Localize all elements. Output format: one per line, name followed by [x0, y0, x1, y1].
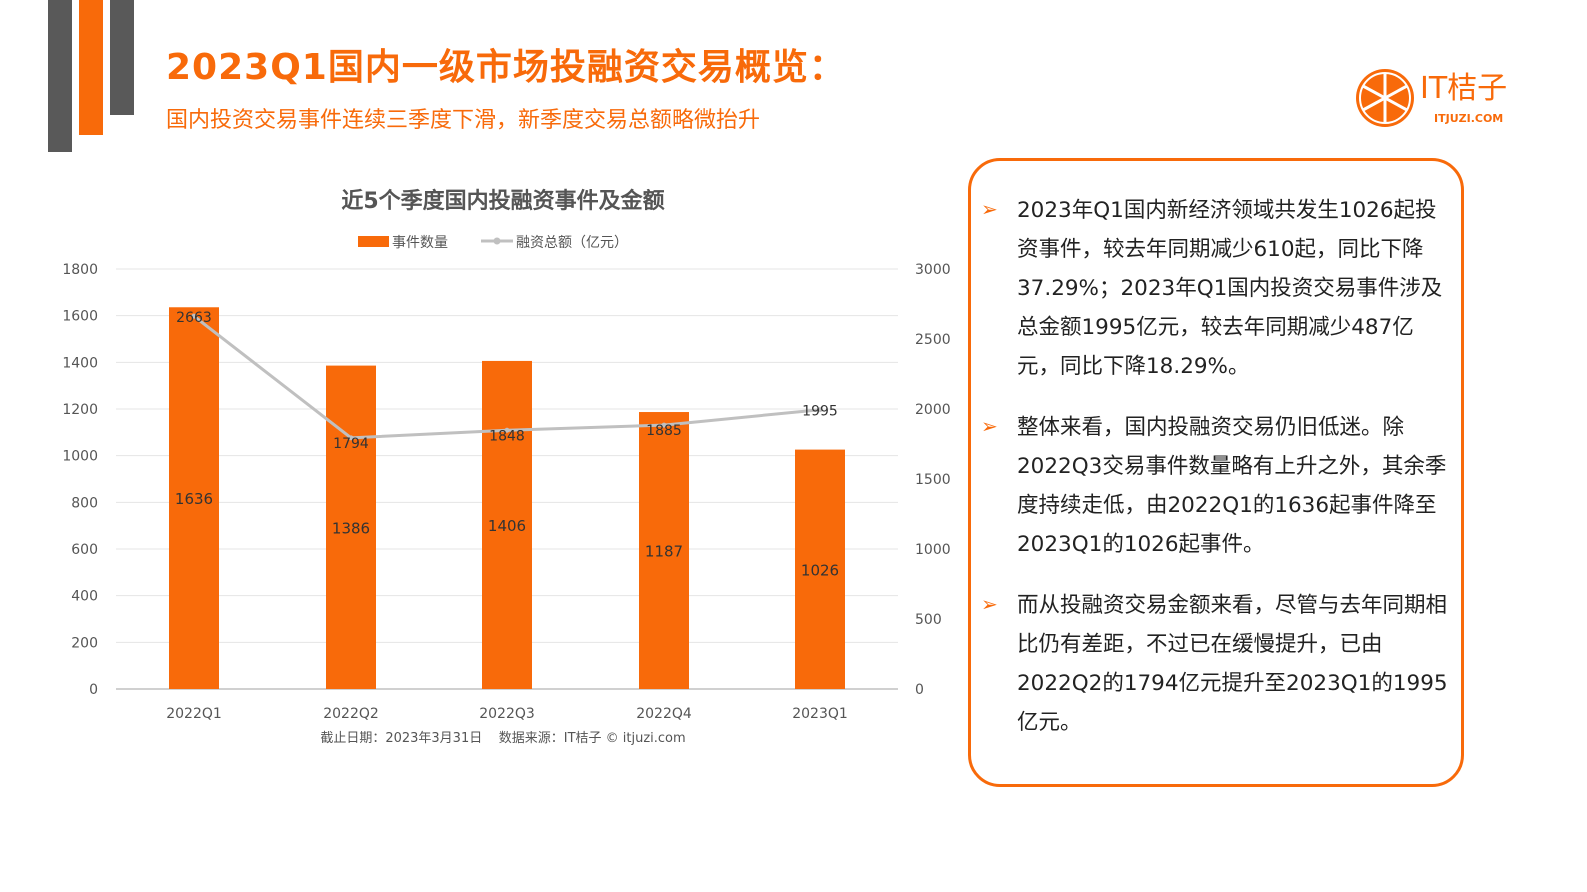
summary-item-2: ➢ 整体来看，国内投融资交易仍旧低迷。除2022Q3交易事件数量略有上升之外，其… — [981, 408, 1455, 564]
arrow-bullet-icon: ➢ — [981, 414, 998, 438]
x-axis-tick: 2022Q1 — [166, 706, 222, 722]
line-data-label: 1794 — [333, 436, 369, 452]
itjuzi-logo: IT桔子 ITJUZI.COM — [1354, 62, 1544, 136]
left-axis-tick: 1600 — [62, 309, 98, 325]
bar — [639, 412, 689, 689]
bar — [795, 449, 845, 689]
logo-domain: ITJUZI.COM — [1434, 112, 1504, 125]
line-data-label: 1848 — [489, 428, 525, 444]
bar-data-label: 1386 — [332, 519, 370, 537]
x-axis-tick: 2022Q2 — [323, 706, 379, 722]
line-point — [661, 422, 667, 428]
legend-bar-label: 事件数量 — [392, 235, 448, 251]
right-axis-tick: 1000 — [915, 542, 951, 558]
summary-paragraph-3: 而从投融资交易金额来看，尽管与去年同期相比仍有差距，不过已在缓慢提升，已由202… — [1017, 593, 1448, 735]
left-axis-tick: 1000 — [62, 449, 98, 465]
right-axis-tick: 0 — [915, 682, 924, 698]
deco-bar-orange — [79, 0, 103, 135]
page-subtitle: 国内投资交易事件连续三季度下滑，新季度交易总额略微抬升 — [166, 108, 761, 133]
right-axis-tick: 2000 — [915, 402, 951, 418]
legend-line-label: 融资总额（亿元） — [516, 235, 628, 251]
left-axis-tick: 1200 — [62, 402, 98, 418]
summary-item-1: ➢ 2023年Q1国内新经济领域共发生1026起投资事件，较去年同期减少610起… — [981, 191, 1455, 386]
x-axis-tick: 2022Q3 — [479, 706, 535, 722]
chart-footnote: 截止日期：2023年3月31日 数据来源：IT桔子 © itjuzi.com — [320, 731, 685, 746]
bar — [482, 360, 532, 689]
deco-bar-gray-right — [110, 0, 134, 115]
left-axis-tick: 1800 — [62, 262, 98, 278]
right-axis-tick: 2500 — [915, 332, 951, 348]
deco-bar-gray-left — [48, 0, 72, 152]
left-axis-tick: 0 — [89, 682, 98, 698]
right-axis-tick: 500 — [915, 612, 942, 628]
bar-data-label: 1406 — [488, 517, 526, 535]
arrow-bullet-icon: ➢ — [981, 592, 998, 616]
legend-bar-swatch — [358, 236, 389, 247]
left-axis-tick: 600 — [71, 542, 98, 558]
page-title: 2023Q1国内一级市场投融资交易概览： — [166, 47, 846, 88]
left-axis-tick: 400 — [71, 589, 98, 605]
summary-paragraph-1: 2023年Q1国内新经济领域共发生1026起投资事件，较去年同期减少610起，同… — [1017, 198, 1443, 379]
summary-panel: ➢ 2023年Q1国内新经济领域共发生1026起投资事件，较去年同期减少610起… — [968, 158, 1464, 787]
bar-data-label: 1187 — [645, 543, 683, 561]
line-data-label: 1995 — [802, 404, 838, 420]
x-axis-tick: 2023Q1 — [792, 706, 848, 722]
left-axis-tick: 800 — [71, 495, 98, 511]
line-point — [348, 435, 354, 441]
line-point — [191, 313, 197, 319]
chart-title: 近5个季度国内投融资事件及金额 — [341, 188, 664, 214]
bar-data-label: 1026 — [801, 561, 839, 579]
summary-paragraph-2: 整体来看，国内投融资交易仍旧低迷。除2022Q3交易事件数量略有上升之外，其余季… — [1017, 415, 1447, 557]
line-data-label: 1885 — [646, 423, 682, 439]
bar — [326, 365, 376, 689]
line-data-label: 2663 — [176, 310, 212, 326]
x-axis-tick: 2022Q4 — [636, 706, 692, 722]
orange-slice-icon — [1356, 69, 1414, 127]
line-point — [817, 407, 823, 413]
left-axis-tick: 200 — [71, 635, 98, 651]
right-axis-tick: 1500 — [915, 472, 951, 488]
line-point — [504, 427, 510, 433]
combo-chart: 近5个季度国内投融资事件及金额 事件数量 融资总额（亿元） 0 200 400 600… — [62, 188, 951, 746]
left-axis-tick: 1400 — [62, 355, 98, 371]
right-axis-tick: 3000 — [915, 262, 951, 278]
bar — [169, 307, 219, 689]
summary-item-3: ➢ 而从投融资交易金额来看，尽管与去年同期相比仍有差距，不过已在缓慢提升，已由2… — [981, 586, 1455, 742]
bar-data-label: 1636 — [175, 490, 213, 508]
logo-brand: IT桔子 — [1420, 71, 1508, 106]
arrow-bullet-icon: ➢ — [981, 197, 998, 221]
